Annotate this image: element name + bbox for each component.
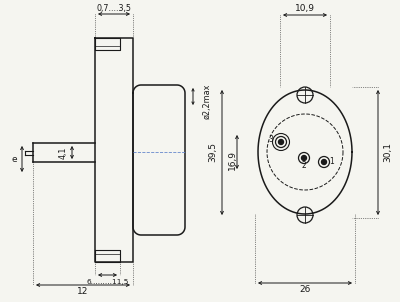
Text: 4,1: 4,1 [58,146,68,159]
Text: 26: 26 [299,285,311,294]
Text: 10,9: 10,9 [295,5,315,14]
Text: 12: 12 [77,288,89,297]
Text: 16,9: 16,9 [228,150,236,170]
Text: e: e [11,155,17,163]
Text: 3: 3 [268,134,274,143]
Circle shape [302,156,306,160]
Text: 2: 2 [302,162,306,171]
Text: 30,1: 30,1 [384,143,392,162]
Text: 39,5: 39,5 [208,143,218,162]
Text: ø2,2max: ø2,2max [202,84,212,119]
Text: 1: 1 [330,158,334,166]
Text: 0,7....3,5: 0,7....3,5 [96,4,132,12]
Text: 6.........11,5: 6.........11,5 [86,279,129,285]
Circle shape [278,140,284,144]
Circle shape [322,159,326,165]
